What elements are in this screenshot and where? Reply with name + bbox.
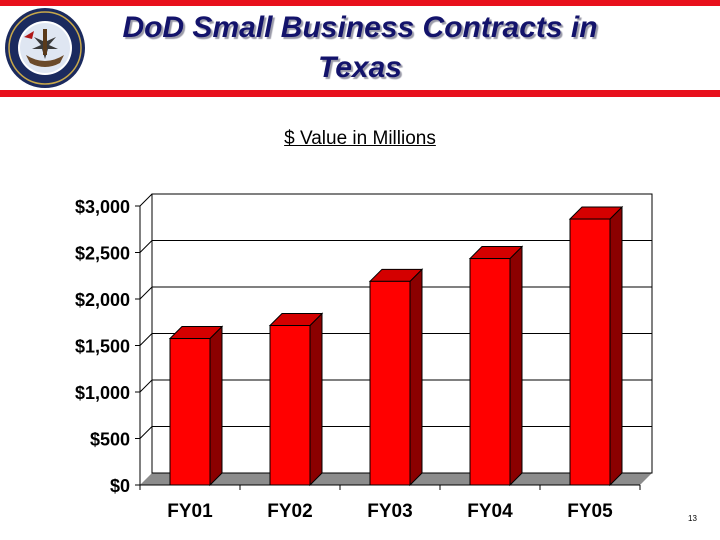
page-number: 13	[688, 514, 697, 523]
gridline	[139, 193, 652, 207]
x-tick-label: FY02	[267, 501, 312, 522]
x-tick-label: FY01	[167, 501, 213, 522]
y-tick-label: $2,000	[75, 290, 130, 310]
y-tick-label: $1,000	[75, 383, 130, 403]
slide-title: DoD Small Business Contracts in Texas	[122, 11, 598, 84]
bar-fy02	[269, 325, 311, 486]
y-tick-label: $3,000	[75, 197, 130, 217]
top-red-rule	[0, 0, 720, 6]
bar-fy04	[469, 258, 511, 486]
bar-side	[209, 325, 223, 487]
x-tick-label: FY03	[367, 501, 412, 522]
bar-side	[509, 245, 523, 487]
bar-side	[309, 312, 323, 487]
department-of-the-navy-seal-icon	[5, 8, 85, 88]
x-tick-label: FY05	[567, 501, 613, 522]
bar-fy03	[369, 280, 411, 486]
y-tick-label: $1,500	[75, 337, 130, 357]
bar-fy05	[569, 218, 611, 486]
gridline	[139, 240, 652, 253]
bar-side	[609, 205, 623, 487]
y-tick-label: $0	[110, 476, 130, 496]
bottom-red-rule	[0, 90, 720, 97]
bar-fy01	[169, 338, 211, 486]
y-tick-label: $500	[90, 430, 130, 450]
x-tick-label: FY04	[467, 501, 513, 522]
y-tick-label: $2,500	[75, 244, 130, 264]
chart-title: $ Value in Millions	[284, 128, 436, 149]
bar-side	[409, 268, 423, 487]
